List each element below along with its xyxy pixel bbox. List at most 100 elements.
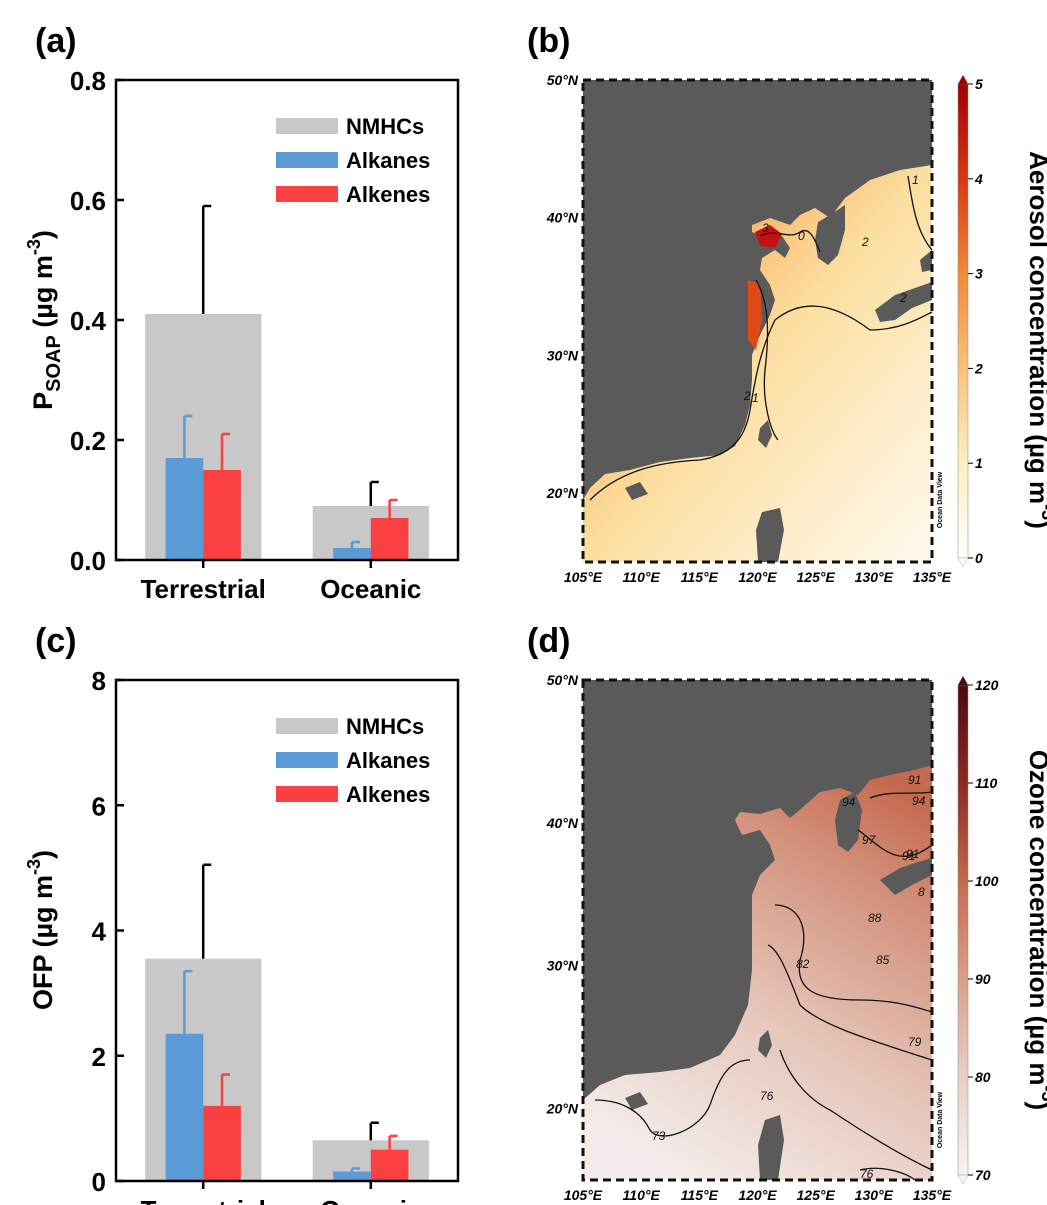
a-legend-label-nmhcs: NMHCs — [346, 114, 424, 139]
colorbar-label-d-close: ) — [1024, 1102, 1047, 1111]
d-contour-label: 97 — [862, 833, 877, 847]
c-xtick-label: Terrestrial — [141, 1195, 266, 1205]
b-xtick-label: 125°E — [797, 569, 836, 585]
d-ytick-label: 40°N — [546, 815, 579, 831]
d-colorbar-tick-label: 80 — [975, 1069, 991, 1085]
colorbar-label-d: Ozone concentration (µg m-3) — [1024, 750, 1047, 1110]
a-legend-label-alkenes: Alkenes — [346, 182, 430, 207]
b-xtick-label: 120°E — [738, 569, 777, 585]
b-contour-label: 0 — [798, 229, 805, 243]
map-frame-d — [581, 678, 934, 1182]
colorbar-d — [957, 684, 969, 1176]
y-axis-label-c: OFP (µg m-3) — [24, 850, 58, 1010]
c-legend-label-alkenes: Alkenes — [346, 782, 430, 807]
d-contour-label: 76 — [860, 1167, 874, 1181]
colorbar-min-arrow-d — [957, 1174, 969, 1185]
d-contour-label: 79 — [908, 1035, 922, 1049]
a-ytick-label: 0.4 — [70, 306, 107, 336]
a-legend-swatch-alkenes — [276, 186, 338, 202]
b-colorbar-tick-label: 0 — [975, 550, 983, 566]
b-colorbar-tick-label: 4 — [974, 171, 983, 187]
d-ytick-label: 30°N — [547, 958, 579, 974]
a-legend-swatch-alkanes — [276, 152, 338, 168]
y-label-a-main: P — [28, 392, 58, 410]
colorbar-label-d-exp: -3 — [1038, 1085, 1047, 1101]
hainan-land-d — [625, 1092, 648, 1110]
c-ytick-label: 6 — [92, 791, 106, 821]
y-label-a-units: (µg m — [28, 255, 58, 335]
a-bar-alkenes-oceanic — [370, 518, 409, 560]
d-contour-label: 94 — [912, 794, 926, 808]
c-legend-swatch-alkenes — [276, 786, 338, 802]
d-colorbar-tick-label: 120 — [975, 677, 999, 693]
d-contour-label: 82 — [796, 957, 810, 971]
d-ytick-label: 20°N — [546, 1101, 579, 1117]
d-colorbar-tick-label: 90 — [975, 971, 991, 987]
colorbar-label-b-main: Aerosol concentration (µg m — [1024, 151, 1047, 504]
c-ytick-label: 0 — [92, 1167, 106, 1197]
y-label-c-exp: -3 — [24, 859, 44, 875]
colorbar-b — [957, 83, 969, 559]
y-label-c-close: ) — [28, 850, 58, 859]
c-legend-swatch-alkanes — [276, 752, 338, 768]
a-xtick-label: Terrestrial — [141, 574, 266, 604]
panel-label-c: (c) — [35, 622, 77, 660]
taiwan-land-d — [758, 1030, 772, 1058]
colorbar-max-arrow-d — [958, 676, 968, 685]
c-legend-label-nmhcs: NMHCs — [346, 714, 424, 739]
y-label-a-exp: -3 — [24, 239, 44, 255]
b-xtick-label: 130°E — [855, 569, 894, 585]
c-xtick-label: Oceanic — [320, 1195, 421, 1205]
sea-region-d — [583, 765, 932, 1180]
taiwan-land-b — [758, 420, 772, 448]
a-ytick-label: 0.2 — [70, 426, 106, 456]
b-ytick-label: 20°N — [546, 485, 579, 501]
japan-land-b — [875, 250, 932, 322]
d-contour-label: 91 — [906, 847, 919, 861]
d-contour-label: 8 — [918, 885, 925, 899]
y-label-c-units: (µg m — [28, 875, 58, 955]
b-xtick-label: 135°E — [913, 569, 952, 585]
b-contour-label: 1 — [912, 173, 919, 187]
d-contour-label: 88 — [868, 911, 882, 925]
b-ytick-label: 40°N — [546, 210, 579, 226]
d-contour-label: 76 — [760, 1089, 774, 1103]
y-label-a-sub: SOAP — [43, 335, 65, 392]
d-xtick-label: 110°E — [623, 1187, 661, 1203]
b-contour-label: 1 — [752, 391, 759, 405]
c-bar-alkanes-oceanic — [333, 1171, 371, 1181]
panel-c: (c) 0 2 4 6 8 Terrestrial Oceanic NMHCs Alkane… — [24, 622, 460, 1205]
b-colorbar-tick-label: 2 — [974, 360, 983, 376]
a-ytick-label: 0.8 — [70, 66, 106, 96]
korea-land-d — [835, 792, 862, 852]
d-contour-label: 94 — [842, 795, 856, 809]
a-bar-alkanes-oceanic — [333, 548, 371, 560]
d-xtick-label: 105°E — [564, 1187, 603, 1203]
d-colorbar-tick-label: 100 — [975, 873, 999, 889]
d-contour-label: 73 — [652, 1129, 666, 1143]
hainan-land-b — [625, 482, 648, 500]
c-bar-alkenes-oceanic — [370, 1149, 409, 1181]
colorbar-label-b-close: ) — [1024, 520, 1047, 529]
japan-land-d — [880, 858, 932, 895]
colorbar-label-d-main: Ozone concentration (µg m — [1024, 750, 1047, 1086]
b-colorbar-tick-label: 1 — [975, 455, 983, 471]
b-colorbar-tick-label: 5 — [975, 76, 983, 92]
b-xtick-label: 105°E — [564, 569, 603, 585]
a-bar-alkanes-terrestrial — [165, 458, 204, 560]
d-colorbar-tick-label: 110 — [975, 775, 998, 791]
a-ytick-label: 0.0 — [70, 546, 106, 576]
b-ytick-label: 30°N — [547, 347, 579, 363]
d-xtick-label: 135°E — [913, 1187, 952, 1203]
y-label-a-close: ) — [28, 230, 58, 239]
a-legend-swatch-nmhcs — [276, 118, 338, 134]
contours-d — [594, 791, 933, 1181]
d-contour-label: 91 — [908, 773, 921, 787]
a-xtick-label: Oceanic — [320, 574, 421, 604]
y-axis-label-a: PSOAP (µg m-3) — [24, 230, 65, 410]
contours-b — [589, 175, 933, 501]
panel-label-a: (a) — [35, 22, 77, 60]
b-xtick-label: 115°E — [681, 569, 719, 585]
